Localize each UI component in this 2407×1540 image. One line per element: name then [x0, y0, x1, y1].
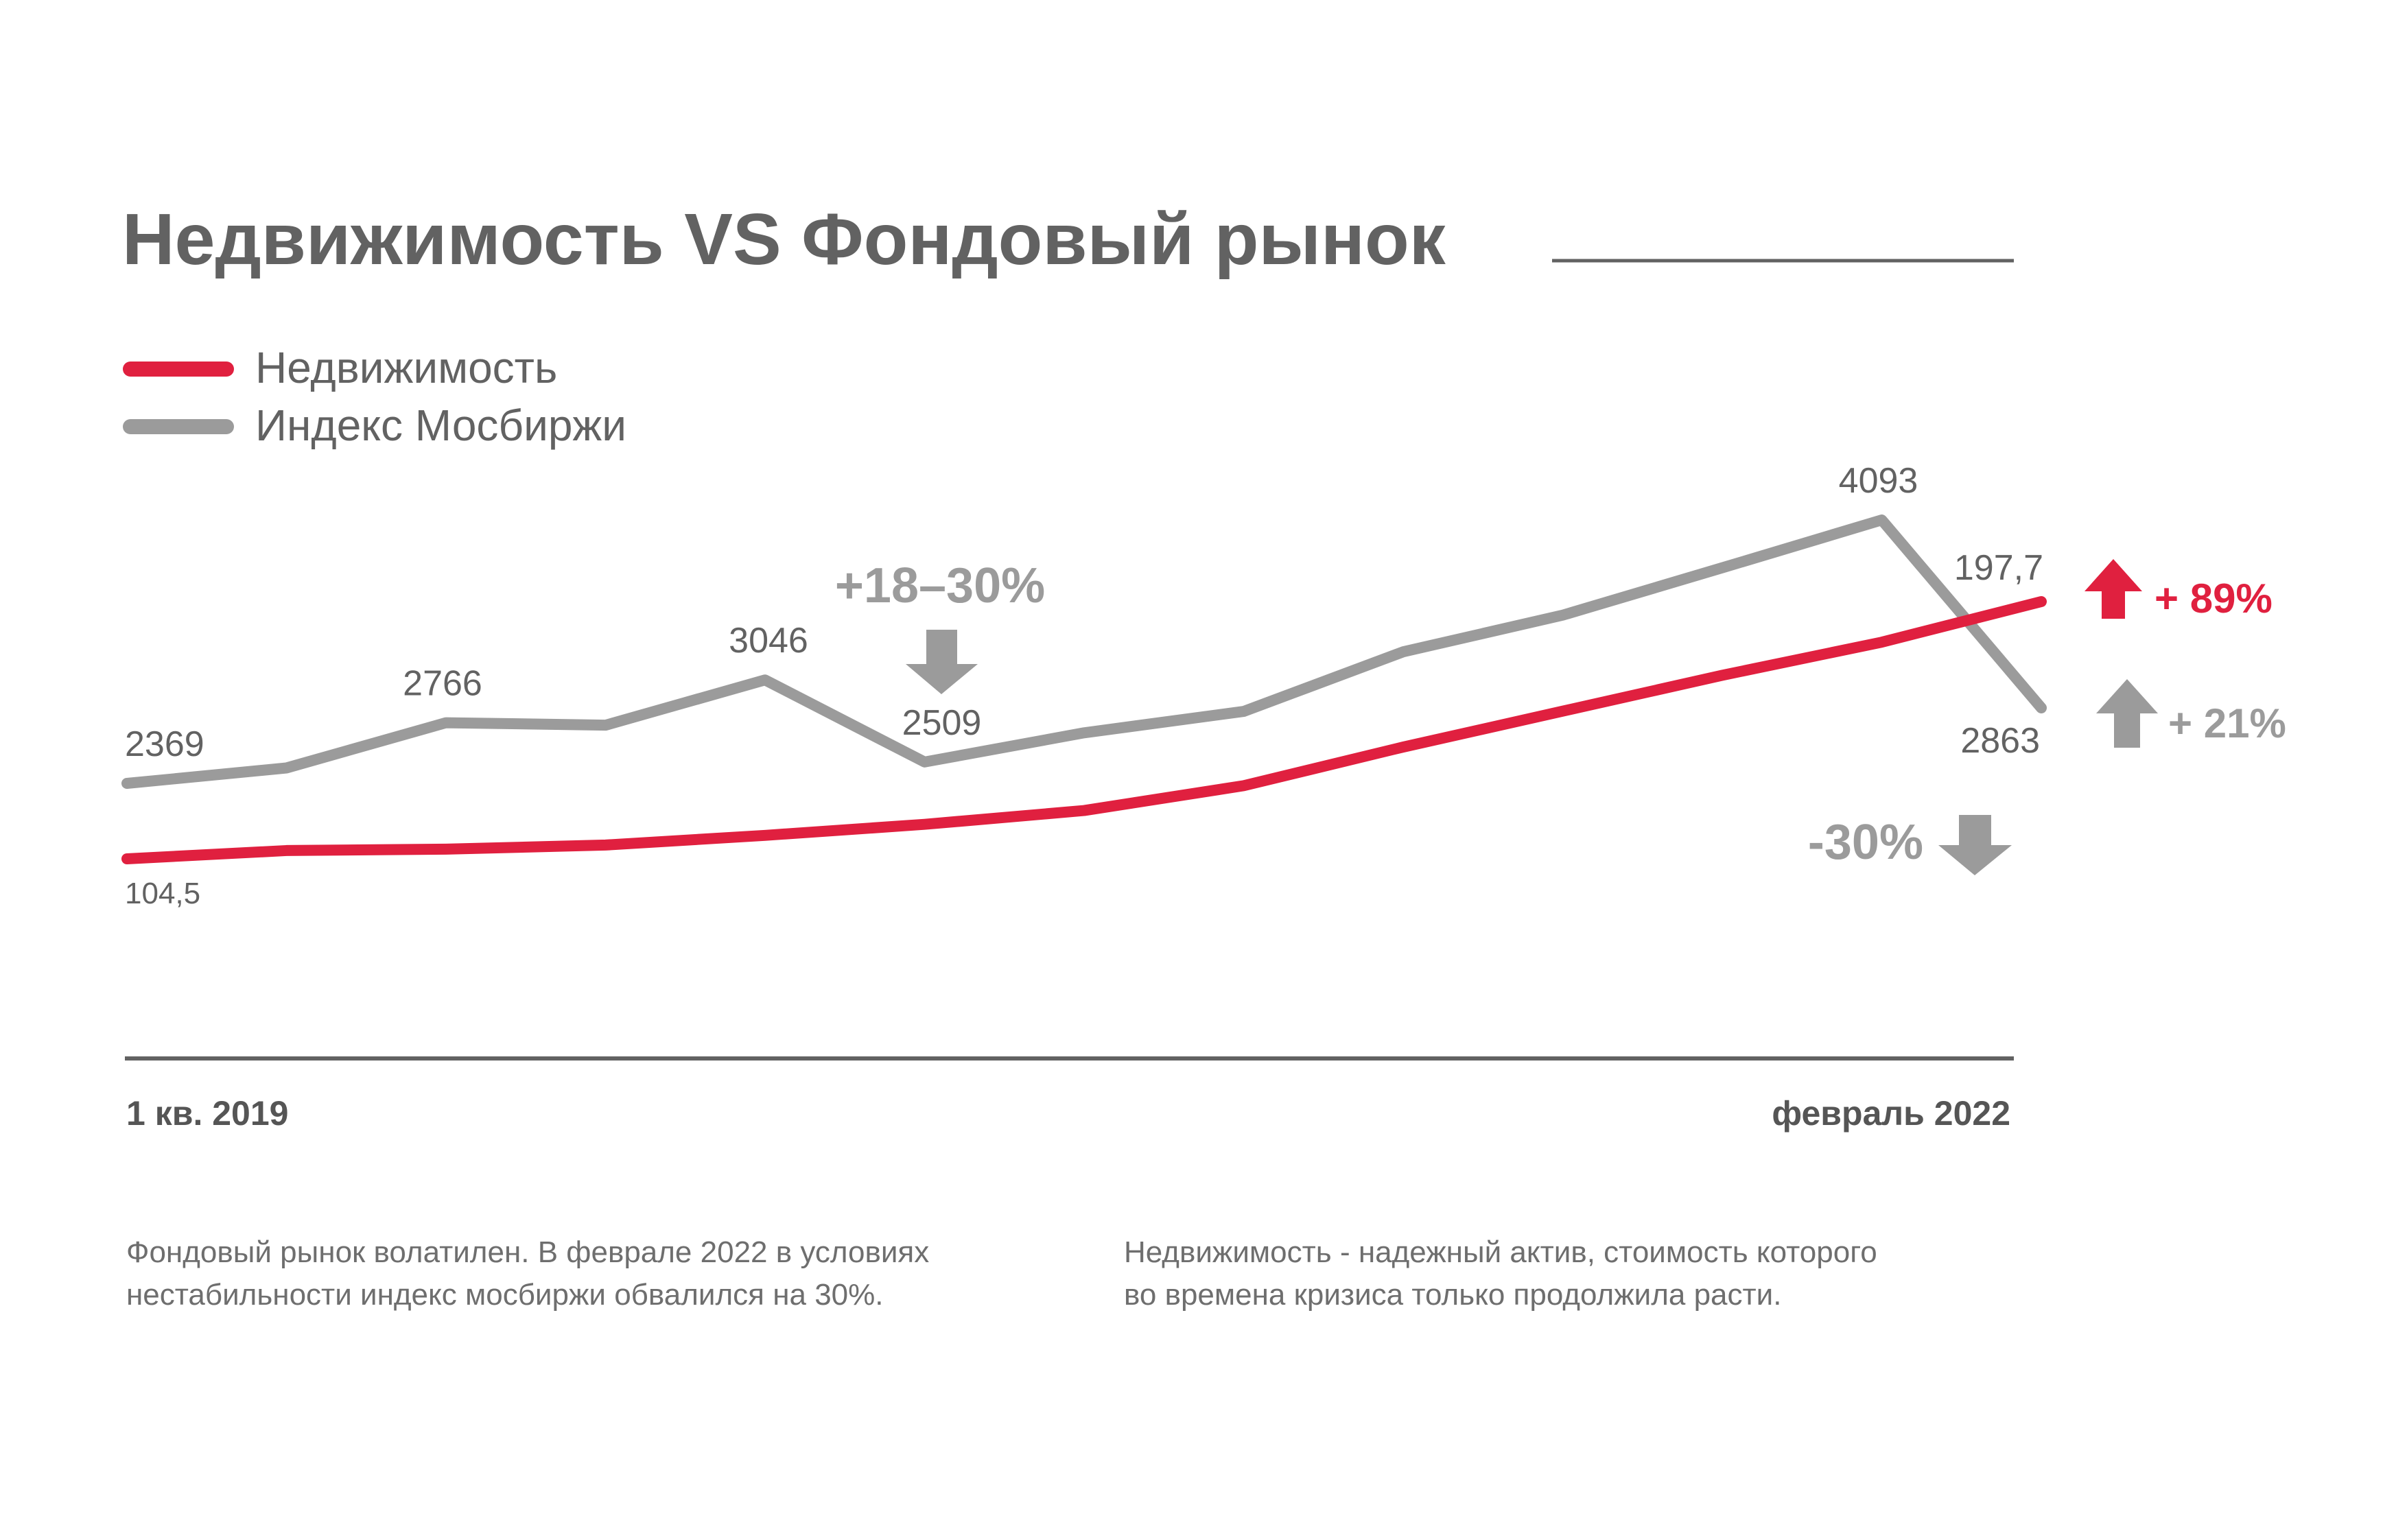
note-left: Фондовый рынок волатилен. В феврале 2022…: [126, 1231, 929, 1316]
data-label-real-estate-104-5: 104,5: [125, 877, 200, 910]
data-label-moex-2863: 2863: [1960, 721, 2040, 761]
data-label-real-estate-197-7: 197,7: [1954, 548, 2043, 588]
series-line-real-estate: [121, 596, 2047, 864]
annotation-moex-drop: -30%: [1808, 815, 1923, 870]
data-label-moex-2369: 2369: [125, 724, 204, 764]
data-label-moex-2766: 2766: [403, 664, 482, 704]
note-right-line-2: во времена кризиса только продолжила рас…: [1124, 1278, 1782, 1312]
arrow-up-icon: [2085, 559, 2142, 619]
note-right-line-1: Недвижимость - надежный актив, стоимость…: [1124, 1235, 1877, 1269]
annotation-real-estate-growth: + 89%: [2154, 576, 2273, 621]
note-left-line-2: нестабильности индекс мосбиржи обвалился…: [126, 1278, 884, 1312]
chart-title: Недвижимость VS Фондовый рынок: [122, 199, 1446, 280]
x-tick-label-start: 1 кв. 2019: [126, 1094, 288, 1133]
annotation-drop-range: +18–30%: [835, 558, 1045, 613]
data-label-moex-2509: 2509: [902, 703, 982, 743]
legend: Недвижимость Индекс Мосбиржи: [123, 343, 626, 450]
legend-label-moex: Индекс Мосбиржи: [255, 401, 626, 450]
data-label-moex-3046: 3046: [729, 621, 808, 661]
arrow-down-icon: [1938, 815, 2012, 875]
note-right: Недвижимость - надежный актив, стоимость…: [1124, 1231, 1877, 1316]
arrow-up-icon: [2096, 679, 2158, 748]
note-left-line-1: Фондовый рынок волатилен. В феврале 2022…: [126, 1235, 930, 1269]
annotation-moex-growth: + 21%: [2168, 700, 2286, 746]
x-tick-label-end: февраль 2022: [1772, 1094, 2010, 1133]
data-label-moex-4093: 4093: [1839, 461, 1918, 501]
legend-label-real-estate: Недвижимость: [255, 343, 557, 392]
arrow-down-icon: [906, 630, 978, 694]
series-line-moex: [121, 514, 2047, 789]
